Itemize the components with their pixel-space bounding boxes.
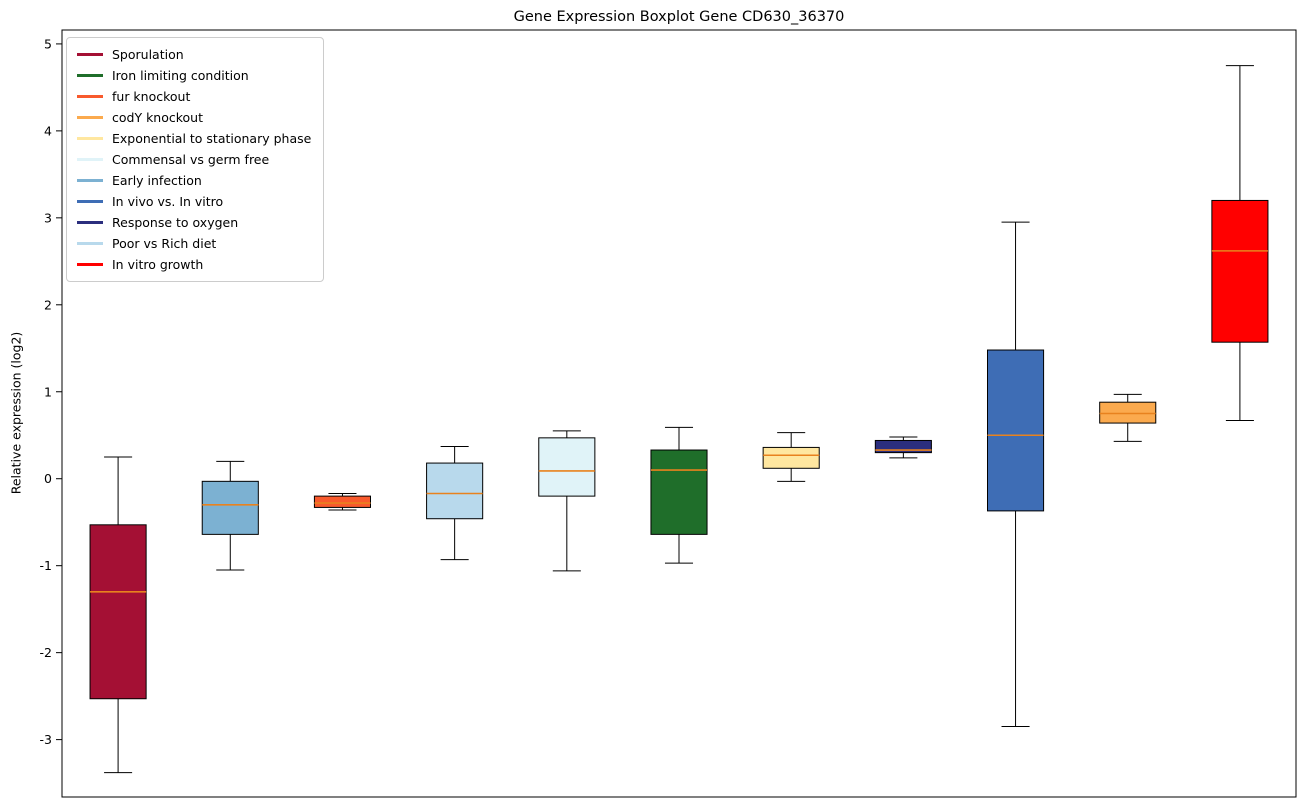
legend-item-label: Exponential to stationary phase	[112, 130, 312, 146]
boxplot-fur-knockout	[313, 493, 371, 511]
legend-item-label: codY knockout	[112, 109, 204, 125]
legend-item-label: In vitro growth	[112, 256, 204, 272]
legend-swatch-icon	[77, 220, 103, 224]
legend-item-exponential-to-stationary-phase: Exponential to stationary phase	[77, 130, 311, 147]
legend-swatch-icon	[77, 241, 103, 245]
box-rect	[1211, 199, 1269, 343]
y-tick-label: -2	[40, 645, 52, 660]
y-tick-label: -3	[40, 732, 52, 747]
boxplot-iron-limiting-condition	[650, 426, 708, 564]
legend-item-label: Poor vs Rich diet	[112, 235, 217, 251]
boxplot-early-infection	[201, 460, 259, 571]
legend-item-in-vivo-vs-in-vitro: In vivo vs. In vitro	[77, 193, 311, 210]
legend-swatch-icon	[77, 262, 103, 266]
boxplot-poor-vs-rich-diet	[426, 446, 484, 561]
legend-item-label: Commensal vs germ free	[112, 151, 270, 167]
legend-item-label: Response to oxygen	[112, 214, 239, 230]
box-rect	[538, 437, 596, 497]
legend-item-sporulation: Sporulation	[77, 46, 311, 63]
legend-item-fur-knockout: fur knockout	[77, 88, 311, 105]
chart-title: Gene Expression Boxplot Gene CD630_36370	[513, 9, 845, 25]
box-rect	[313, 495, 371, 508]
legend-item-early-infection: Early infection	[77, 172, 311, 189]
box-rect	[1099, 401, 1157, 424]
legend-item-cody-knockout: codY knockout	[77, 109, 311, 126]
legend-item-label: In vivo vs. In vitro	[112, 193, 224, 209]
y-tick-label: 2	[44, 297, 52, 312]
box-rect	[201, 480, 259, 535]
box-rect	[762, 446, 820, 469]
legend-swatch-icon	[77, 199, 103, 203]
y-tick-label: 3	[44, 210, 52, 225]
box-rect	[89, 524, 147, 700]
legend-item-in-vitro-growth: In vitro growth	[77, 256, 311, 273]
legend-item-label: Sporulation	[112, 46, 184, 62]
y-tick-label: 1	[44, 384, 52, 399]
y-tick-label: 4	[44, 123, 52, 138]
legend-swatch-icon	[77, 178, 103, 182]
legend-swatch-icon	[77, 157, 103, 161]
boxplot-in-vitro-growth	[1211, 65, 1269, 421]
y-tick-label: 5	[44, 36, 52, 51]
legend-item-commensal-vs-germ-free: Commensal vs germ free	[77, 151, 311, 168]
legend: Sporulation Iron limiting condition fur kn…	[66, 37, 325, 282]
legend-item-response-to-oxygen: Response to oxygen	[77, 214, 311, 231]
legend-item-poor-vs-rich-diet: Poor vs Rich diet	[77, 235, 311, 252]
boxplot-commensal-vs-germ-free	[538, 430, 596, 572]
boxplot-exponential-to-stationary-phase	[762, 432, 820, 482]
box-rect	[426, 462, 484, 520]
box-rect	[650, 449, 708, 535]
legend-swatch-icon	[77, 136, 103, 140]
axes-frame	[61, 29, 1297, 798]
legend-swatch-icon	[77, 52, 103, 56]
y-tick-label: 0	[44, 471, 52, 486]
y-tick-label: -1	[40, 558, 52, 573]
boxplot-cody-knockout	[1099, 393, 1157, 442]
legend-item-label: fur knockout	[112, 88, 191, 104]
boxplot-sporulation	[89, 456, 147, 774]
legend-swatch-icon	[77, 73, 103, 77]
boxplot-in-vivo-vs-in-vitro	[987, 221, 1045, 728]
legend-item-label: Early infection	[112, 172, 202, 188]
box-rect	[987, 349, 1045, 512]
legend-item-label: Iron limiting condition	[112, 67, 249, 83]
boxplot-response-to-oxygen	[874, 436, 932, 459]
legend-swatch-icon	[77, 94, 103, 98]
legend-item-iron-limiting-condition: Iron limiting condition	[77, 67, 311, 84]
legend-swatch-icon	[77, 115, 103, 119]
